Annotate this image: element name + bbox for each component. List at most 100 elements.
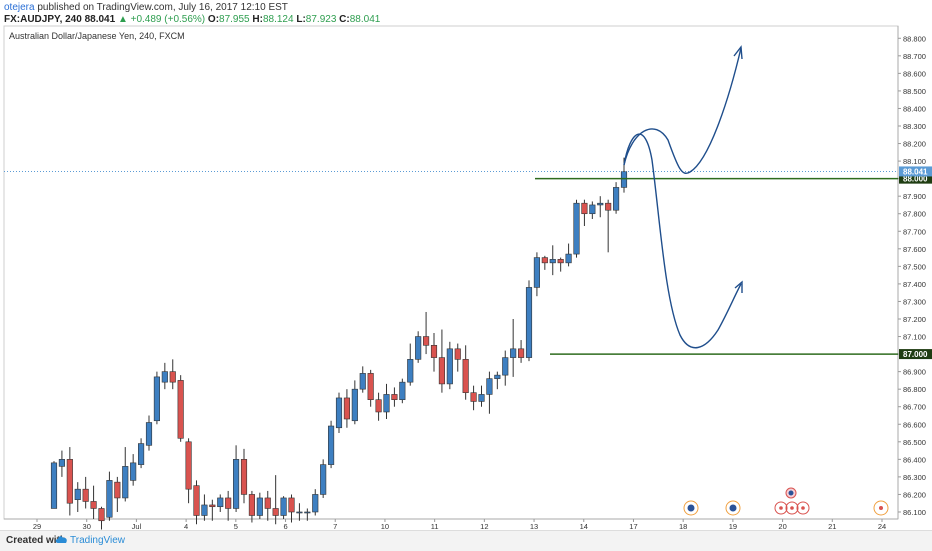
y-tick-label: 87.700	[903, 227, 926, 236]
y-tick-label: 88.800	[903, 34, 926, 43]
y-tick-label: 86.100	[903, 508, 926, 517]
y-tick-label: 88.300	[903, 122, 926, 131]
candle-down	[90, 501, 97, 509]
candle-down	[169, 371, 176, 383]
candle-up	[597, 202, 604, 206]
candle-up	[256, 497, 263, 516]
publish-info: otejera published on TradingView.com, Ju…	[4, 2, 288, 13]
x-tick-label: 21	[828, 522, 836, 530]
y-tick-label: 88.400	[903, 104, 926, 113]
candle-up	[138, 443, 145, 465]
candle-up	[145, 422, 153, 446]
y-tick-label: 88.200	[903, 140, 926, 149]
y-tick-label: 87.300	[903, 297, 926, 306]
bullish-projection-path	[623, 47, 742, 174]
candle-up	[359, 373, 366, 390]
event-marker-icon[interactable]	[774, 501, 788, 515]
bearish-arrow-head	[734, 280, 743, 293]
candle-up	[122, 466, 129, 499]
footer-bar: Created with TradingView	[0, 530, 932, 551]
candle-up	[589, 204, 596, 215]
candle-down	[343, 397, 350, 420]
event-marker-icon[interactable]	[725, 500, 741, 516]
close-label: C:	[339, 14, 350, 25]
x-tick-label: 14	[580, 522, 588, 530]
candle-up	[130, 462, 137, 481]
price-chart[interactable]: Australian Dollar/Japanese Yen, 240, FXC…	[0, 0, 932, 530]
chart-title: Australian Dollar/Japanese Yen, 240, FXC…	[9, 31, 185, 41]
candle-up	[525, 287, 533, 358]
x-tick-label: 5	[234, 522, 238, 530]
candle-down	[248, 494, 255, 516]
candle-up	[494, 374, 501, 379]
y-tick-label: 87.200	[903, 315, 926, 324]
event-marker-icon[interactable]	[796, 501, 810, 515]
y-tick-label: 86.700	[903, 403, 926, 412]
chart-header: otejera published on TradingView.com, Ju…	[0, 0, 932, 26]
x-tick-label: 11	[431, 522, 439, 530]
support-resistance-levels: 88.000 87.000	[535, 173, 932, 360]
y-tick-label: 88.100	[903, 157, 926, 166]
candle-up	[312, 494, 319, 513]
candle-up	[320, 464, 327, 495]
candle-up	[399, 381, 406, 400]
event-dot-icon	[801, 506, 805, 510]
y-tick-label: 86.900	[903, 368, 926, 377]
economic-events[interactable]	[683, 487, 889, 516]
x-tick-label: 6	[283, 522, 287, 530]
candle-down	[462, 359, 469, 393]
candle-down	[367, 373, 374, 400]
y-tick-label: 87.600	[903, 245, 926, 254]
candle-up	[106, 480, 113, 518]
symbol-line: FX:AUDJPY, 240 88.041	[4, 14, 116, 25]
event-marker-icon[interactable]	[785, 501, 799, 515]
candle-down	[541, 257, 548, 264]
candle-up	[161, 371, 168, 383]
candle-up	[58, 459, 65, 467]
x-tick-label: 12	[480, 522, 488, 530]
event-marker-icon[interactable]	[873, 500, 889, 516]
level-label: 88.000	[903, 175, 928, 184]
candle-up	[233, 459, 240, 509]
candle-up	[296, 511, 303, 514]
candle-up	[328, 425, 335, 465]
candle-up	[415, 336, 422, 360]
candle-up	[335, 397, 343, 429]
x-tick-label: 29	[33, 522, 41, 530]
candle-down	[66, 459, 73, 504]
candle-down	[454, 348, 461, 360]
event-marker-icon[interactable]	[683, 500, 699, 516]
y-tick-label: 86.300	[903, 473, 926, 482]
candle-up	[74, 488, 81, 501]
y-tick-label: 86.400	[903, 455, 926, 464]
candle-down	[177, 380, 184, 439]
candle-down	[98, 508, 105, 522]
candle-down	[82, 488, 89, 502]
y-tick-label: 87.400	[903, 280, 926, 289]
candle-down	[375, 399, 382, 413]
x-axis-ticks: 29 30 Jul 4 5 6 7 10 11 12 13 14 17 18 19 20 21 24	[33, 519, 886, 530]
tradingview-brand-link[interactable]: TradingView	[70, 535, 126, 546]
open-label: O:	[207, 14, 220, 25]
event-dot-icon	[779, 506, 783, 510]
event-dot-icon	[790, 506, 794, 510]
published-text: published on TradingView.com, July 16, 2…	[37, 2, 288, 13]
candle-up	[280, 497, 287, 516]
projection-arrows	[623, 45, 743, 349]
current-price-badge	[899, 166, 932, 177]
bearish-projection-path	[623, 133, 742, 349]
candle-up	[50, 462, 58, 509]
bullish-arrow-head	[733, 45, 743, 60]
candle-up	[613, 187, 620, 211]
candle-up	[573, 202, 580, 255]
author-link[interactable]: otejera	[4, 2, 35, 13]
candle-up	[620, 171, 628, 188]
candle-down	[240, 459, 248, 495]
flag-icon	[788, 490, 794, 496]
x-tick-label: 10	[381, 522, 389, 530]
y-tick-label: 87.500	[903, 262, 926, 271]
low-value: 87.923	[305, 14, 337, 25]
candle-down	[193, 485, 200, 516]
candle-down	[470, 392, 477, 402]
candles	[50, 157, 628, 530]
